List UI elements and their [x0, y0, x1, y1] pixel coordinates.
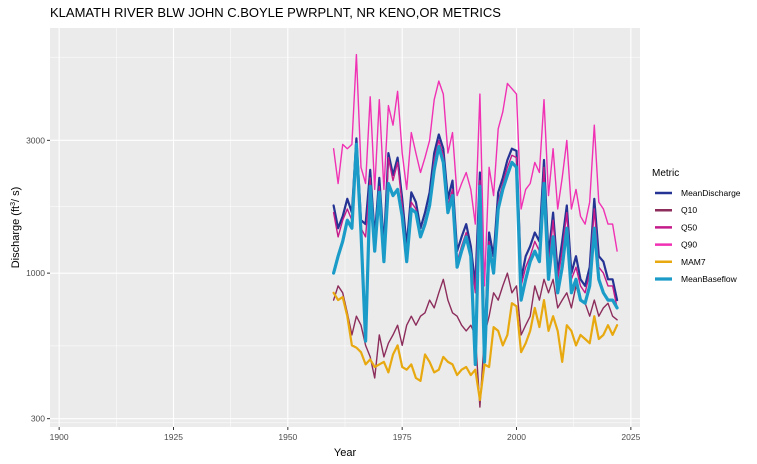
legend-label-meanbaseflow: MeanBaseflow — [681, 274, 738, 284]
x-tick-label: 2000 — [507, 432, 526, 442]
y-axis-label-rest: / s) — [10, 187, 22, 202]
y-tick-label: 300 — [31, 414, 45, 424]
x-tick-label: 1950 — [278, 432, 297, 442]
x-tick-label: 1900 — [50, 432, 69, 442]
x-tick-label: 2025 — [621, 432, 640, 442]
series-line-mam7 — [332, 291, 619, 402]
series-line-q90 — [332, 53, 618, 287]
chart-title: KLAMATH RIVER BLW JOHN C.BOYLE PWRPLNT, … — [50, 5, 501, 20]
x-tick-label: 1975 — [393, 432, 412, 442]
legend-label-q90: Q90 — [681, 240, 697, 250]
legend-label-mam7: MAM7 — [681, 257, 706, 267]
series-group — [332, 53, 619, 408]
x-axis-ticks: 1900 1925 1950 1975 2000 2025 — [50, 427, 641, 442]
y-tick-label: 3000 — [26, 135, 45, 145]
y-axis-label-main: Discharge (ft — [10, 206, 22, 268]
legend-label-q50: Q50 — [681, 222, 697, 232]
y-axis-ticks: 300 1000 3000 — [26, 135, 50, 424]
series-line-meanbaseflow — [332, 142, 619, 366]
legend-title: Metric — [652, 168, 679, 179]
y-axis-label-superscript: 3 — [10, 202, 17, 206]
legend: Metric MeanDischarge Q10 Q50 Q90 MAM7 MeanBas… — [652, 168, 741, 284]
x-axis-label: Year — [334, 447, 357, 459]
legend-label-q10: Q10 — [681, 205, 697, 215]
y-tick-label: 1000 — [26, 268, 45, 278]
y-axis-label: Discharge (ft3/ s) — [10, 187, 22, 269]
x-tick-label: 1925 — [164, 432, 183, 442]
legend-label-meandischarge: MeanDischarge — [681, 188, 741, 198]
grid-major — [50, 28, 640, 427]
